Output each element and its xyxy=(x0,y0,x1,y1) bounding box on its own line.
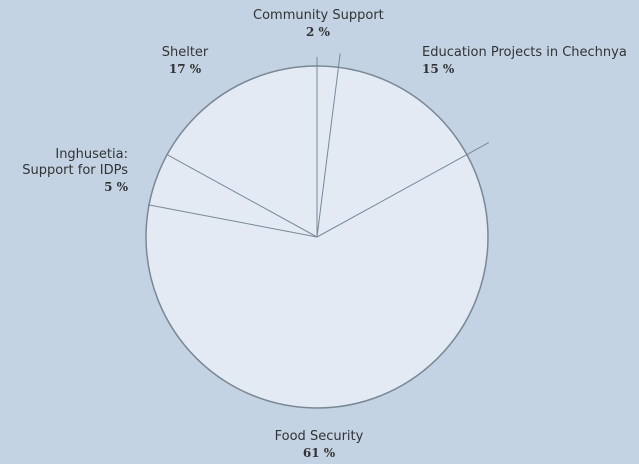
slice-boundary-line xyxy=(316,53,341,238)
label-shelter-name: Shelter xyxy=(161,45,209,60)
pie-slice-education-projects-in-chechnya xyxy=(317,67,467,237)
slice-boundary-line xyxy=(147,204,318,238)
label-shelter: Shelter 17 % xyxy=(145,45,225,77)
label-shelter-value: 17 % xyxy=(168,62,202,76)
label-education-projects-value: 15 % xyxy=(422,62,455,76)
pie-slice-inghusetia-support-for-idps xyxy=(149,154,317,237)
label-inghusetia: Inghusetia: Support for IDPs 5 % xyxy=(4,147,128,195)
pie-slice-food-security xyxy=(146,154,489,408)
label-inghusetia-line2: Support for IDPs xyxy=(22,163,128,178)
label-community-support-value: 2 % xyxy=(306,25,330,39)
slice-boundary-line xyxy=(166,153,318,238)
label-community-support-name: Community Support xyxy=(253,8,384,23)
label-education-projects-name: Education Projects in Chechnya xyxy=(422,45,627,60)
label-community-support: Community Support 2 % xyxy=(253,8,384,40)
label-inghusetia-value: 5 % xyxy=(104,180,128,194)
label-food-security: Food Security 61 % xyxy=(259,429,379,461)
label-inghusetia-line1: Inghusetia: xyxy=(55,147,128,162)
label-education-projects: Education Projects in Chechnya 15 % xyxy=(422,45,627,77)
slice-boundary-line xyxy=(316,142,489,238)
label-food-security-value: 61 % xyxy=(302,446,336,460)
label-food-security-name: Food Security xyxy=(274,429,364,444)
